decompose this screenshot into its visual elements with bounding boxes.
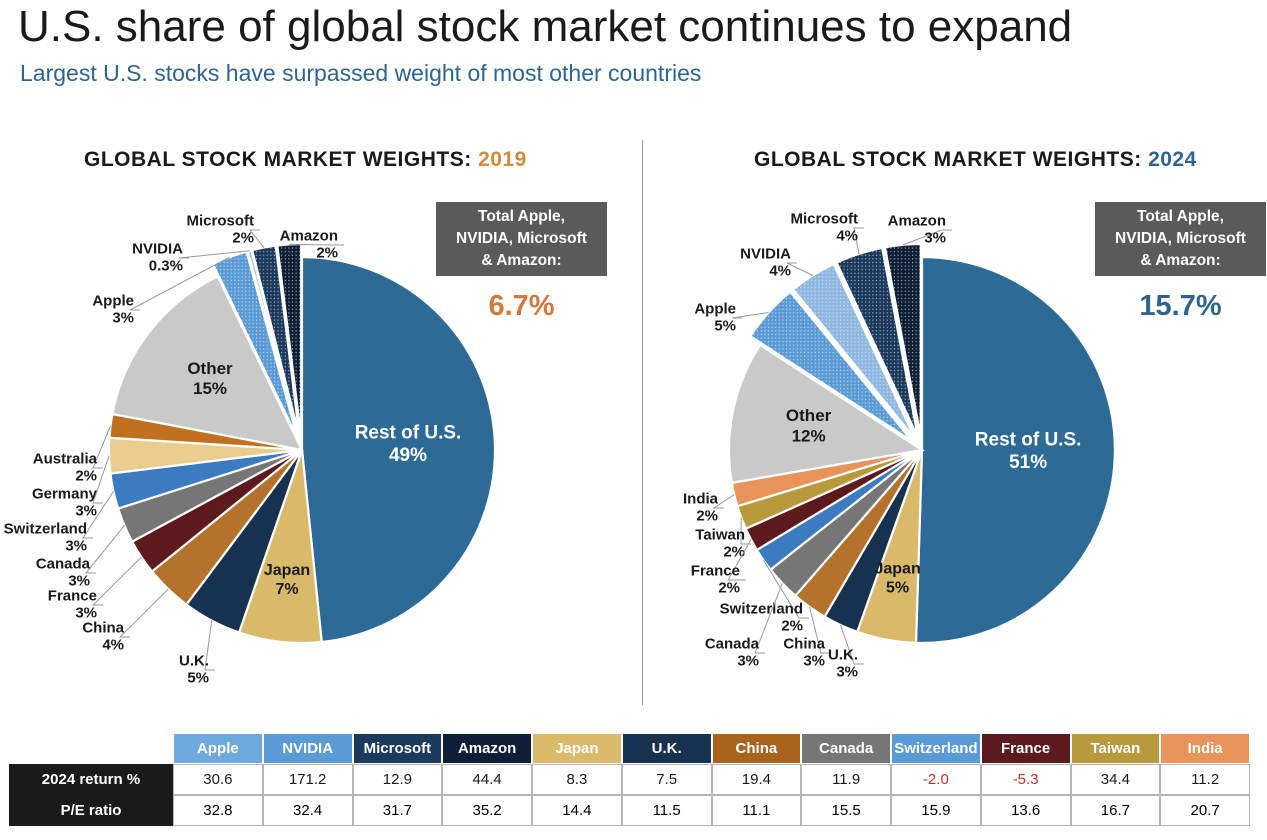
svg-text:Japan: Japan [874, 561, 920, 578]
svg-text:Amazon: Amazon [888, 212, 946, 229]
svg-text:51%: 51% [1009, 452, 1047, 473]
svg-text:Taiwan: Taiwan [695, 526, 745, 543]
svg-text:Canada: Canada [705, 635, 760, 652]
svg-text:Australia: Australia [33, 450, 98, 467]
svg-text:China: China [82, 619, 124, 636]
svg-text:12%: 12% [792, 426, 826, 445]
svg-text:Switzerland: Switzerland [4, 520, 87, 537]
svg-text:NVIDIA: NVIDIA [132, 240, 183, 257]
svg-text:4%: 4% [102, 637, 124, 654]
svg-text:Switzerland: Switzerland [720, 600, 803, 617]
svg-text:3%: 3% [803, 653, 825, 670]
svg-text:NVIDIA: NVIDIA [740, 245, 791, 262]
svg-text:2%: 2% [718, 580, 740, 597]
svg-text:2%: 2% [316, 245, 338, 262]
svg-text:Amazon: Amazon [280, 227, 338, 244]
svg-text:49%: 49% [389, 445, 427, 466]
svg-text:4%: 4% [769, 263, 791, 280]
svg-text:3%: 3% [65, 538, 87, 555]
svg-text:0.3%: 0.3% [149, 258, 183, 275]
svg-text:2%: 2% [723, 544, 745, 561]
svg-text:3%: 3% [75, 503, 97, 520]
svg-text:3%: 3% [924, 230, 946, 247]
svg-text:3%: 3% [112, 310, 134, 327]
svg-text:2%: 2% [696, 508, 718, 525]
svg-text:France: France [48, 587, 97, 604]
svg-text:Apple: Apple [92, 292, 134, 309]
svg-text:Other: Other [786, 406, 832, 425]
svg-text:Rest of U.S.: Rest of U.S. [975, 429, 1082, 450]
svg-text:5%: 5% [886, 580, 909, 597]
svg-text:15%: 15% [193, 379, 227, 398]
svg-text:Apple: Apple [694, 300, 736, 317]
svg-text:2%: 2% [781, 618, 803, 635]
svg-text:Japan: Japan [264, 562, 310, 579]
svg-text:2%: 2% [232, 230, 254, 247]
svg-text:France: France [691, 562, 740, 579]
svg-text:Other: Other [187, 359, 233, 378]
svg-text:Microsoft: Microsoft [791, 210, 859, 227]
svg-text:China: China [783, 635, 825, 652]
svg-text:7%: 7% [275, 581, 298, 598]
svg-text:4%: 4% [836, 228, 858, 245]
svg-text:U.K.: U.K. [828, 646, 858, 663]
svg-text:2%: 2% [75, 468, 97, 485]
svg-text:Rest of U.S.: Rest of U.S. [355, 422, 462, 443]
svg-text:U.K.: U.K. [179, 652, 209, 669]
svg-text:3%: 3% [836, 664, 858, 681]
svg-text:5%: 5% [714, 318, 736, 335]
svg-text:India: India [683, 490, 719, 507]
svg-text:3%: 3% [737, 653, 759, 670]
svg-text:Germany: Germany [32, 485, 98, 502]
svg-text:Microsoft: Microsoft [187, 212, 255, 229]
svg-text:Canada: Canada [36, 555, 91, 572]
svg-text:5%: 5% [187, 670, 209, 687]
